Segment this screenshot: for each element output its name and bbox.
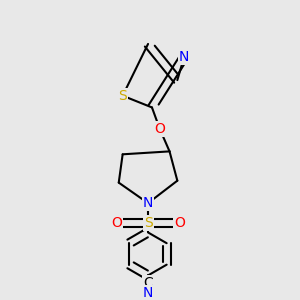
Text: N: N: [179, 50, 189, 64]
Text: N: N: [143, 196, 153, 210]
Text: O: O: [154, 122, 165, 136]
Text: S: S: [118, 89, 127, 103]
Text: N: N: [143, 286, 153, 300]
Text: S: S: [144, 216, 152, 230]
Text: O: O: [111, 216, 122, 230]
Text: O: O: [174, 216, 185, 230]
Text: C: C: [143, 276, 153, 290]
